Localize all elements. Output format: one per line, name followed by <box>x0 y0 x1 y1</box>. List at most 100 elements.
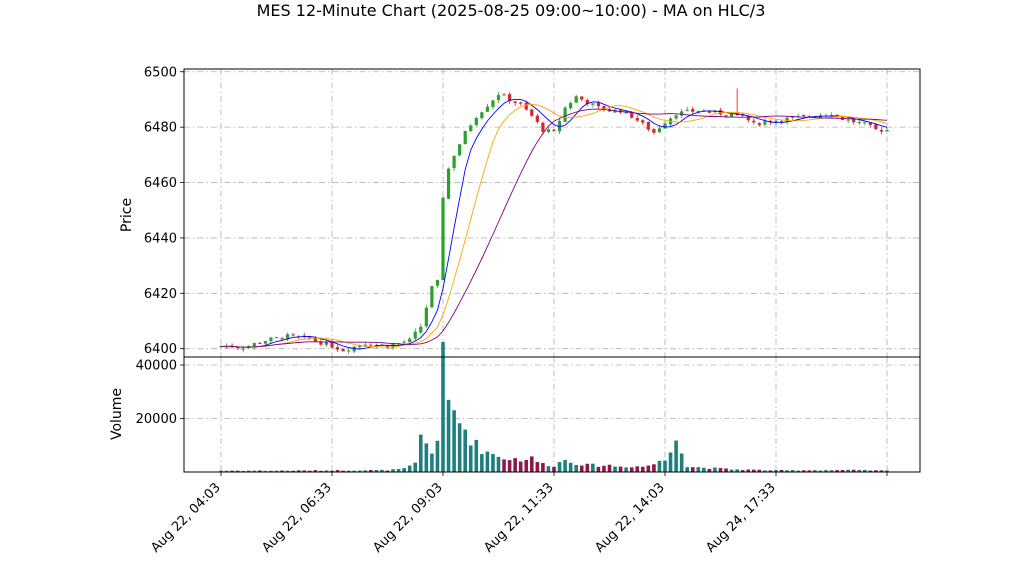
candle-body <box>369 344 373 346</box>
candle-body <box>885 130 889 132</box>
candle-body <box>252 343 256 347</box>
candle-body <box>802 114 806 116</box>
x-tick-label: Aug 22, 09:03 <box>370 480 446 556</box>
candle-body <box>602 105 606 110</box>
volume-bar <box>335 470 340 472</box>
volume-bar <box>363 470 368 472</box>
candle-body <box>552 129 556 131</box>
candle-body <box>563 107 567 122</box>
volume-plot-area <box>184 357 920 472</box>
volume-bar <box>596 466 601 472</box>
candle-body <box>313 338 317 342</box>
candle-body <box>419 326 423 333</box>
candle-body <box>852 119 856 123</box>
candle-body <box>352 346 356 352</box>
candle-body <box>385 345 390 348</box>
candle-body <box>424 307 428 327</box>
volume-bar <box>685 467 689 472</box>
candle-body <box>868 122 872 126</box>
volume-bar <box>452 410 456 472</box>
candle-body <box>696 111 700 113</box>
volume-bar <box>552 466 556 472</box>
volume-bar <box>491 454 495 472</box>
volume-bar <box>574 464 578 472</box>
candle-body <box>580 96 584 100</box>
candle-body <box>879 130 884 132</box>
volume-bar <box>313 470 318 472</box>
volume-bar <box>241 470 245 472</box>
volume-bar <box>219 470 223 472</box>
candle-body <box>652 128 656 133</box>
chart-title: MES 12-Minute Chart (2025-08-25 09:00~10… <box>257 1 766 20</box>
candle-body <box>324 342 329 345</box>
candle-body <box>779 121 784 123</box>
candle-body <box>341 348 345 352</box>
candle-body <box>241 348 245 350</box>
candle-body <box>663 123 667 129</box>
candle-body <box>763 121 767 125</box>
price-tick-label: 6420 <box>144 287 177 302</box>
candle-body <box>513 101 517 103</box>
candle-body <box>446 168 451 199</box>
candle-body <box>569 103 573 109</box>
candle-body <box>219 345 223 348</box>
volume-bar <box>441 342 445 472</box>
volume-bar <box>341 470 345 472</box>
volume-bar <box>263 470 268 472</box>
volume-bar <box>874 470 878 472</box>
volume-bar <box>235 470 240 472</box>
candle-body <box>724 115 728 117</box>
volume-bar <box>446 399 451 472</box>
volume-bar <box>779 469 784 472</box>
volume-bar <box>690 467 695 472</box>
volume-bar <box>868 470 873 472</box>
volume-bar <box>513 458 517 472</box>
volume-bar <box>657 460 662 472</box>
candle-body <box>541 122 545 132</box>
volume-bar <box>391 469 395 472</box>
candle-body <box>480 112 484 119</box>
candle-body <box>574 96 578 103</box>
candle-body <box>413 331 417 339</box>
candle-body <box>557 120 562 132</box>
x-tick-label: Aug 24, 17:33 <box>703 480 779 556</box>
volume-bar <box>746 469 751 472</box>
volume-bar <box>851 469 856 472</box>
candle-body <box>546 129 551 132</box>
candle-body <box>674 115 678 119</box>
candle-body <box>746 116 750 121</box>
volume-bar <box>801 470 806 472</box>
candle-body <box>474 118 478 125</box>
candle-body <box>624 111 628 114</box>
candle-body <box>685 109 689 111</box>
volume-bar <box>646 465 651 472</box>
candle-body <box>730 114 734 117</box>
price-tick-label: 6500 <box>144 65 177 80</box>
candle-body <box>485 106 489 112</box>
volume-bar <box>790 470 795 472</box>
x-tick-label: Aug 22, 14:03 <box>592 480 668 556</box>
candle-body <box>458 144 462 156</box>
volume-bar <box>635 466 640 472</box>
volume-bar <box>829 470 834 472</box>
candle-body <box>452 156 456 169</box>
volume-bar <box>402 468 406 472</box>
candle-body <box>286 334 290 340</box>
volume-bar <box>330 470 334 472</box>
x-axis: Aug 22, 04:03 Aug 22, 06:33 Aug 22, 09:03 A… <box>148 472 888 556</box>
candle-body <box>274 337 279 339</box>
volume-bar <box>396 469 401 472</box>
volume-bar <box>702 467 706 472</box>
candle-body <box>857 122 861 124</box>
volume-bar <box>230 470 234 472</box>
volume-bar <box>385 470 390 472</box>
volume-bar <box>707 468 712 472</box>
volume-bar <box>369 469 373 472</box>
volume-bar <box>591 463 595 472</box>
volume-bar <box>885 470 889 472</box>
volume-bar <box>796 470 800 472</box>
volume-bar <box>296 470 301 472</box>
price-tick-label: 6400 <box>144 342 177 357</box>
